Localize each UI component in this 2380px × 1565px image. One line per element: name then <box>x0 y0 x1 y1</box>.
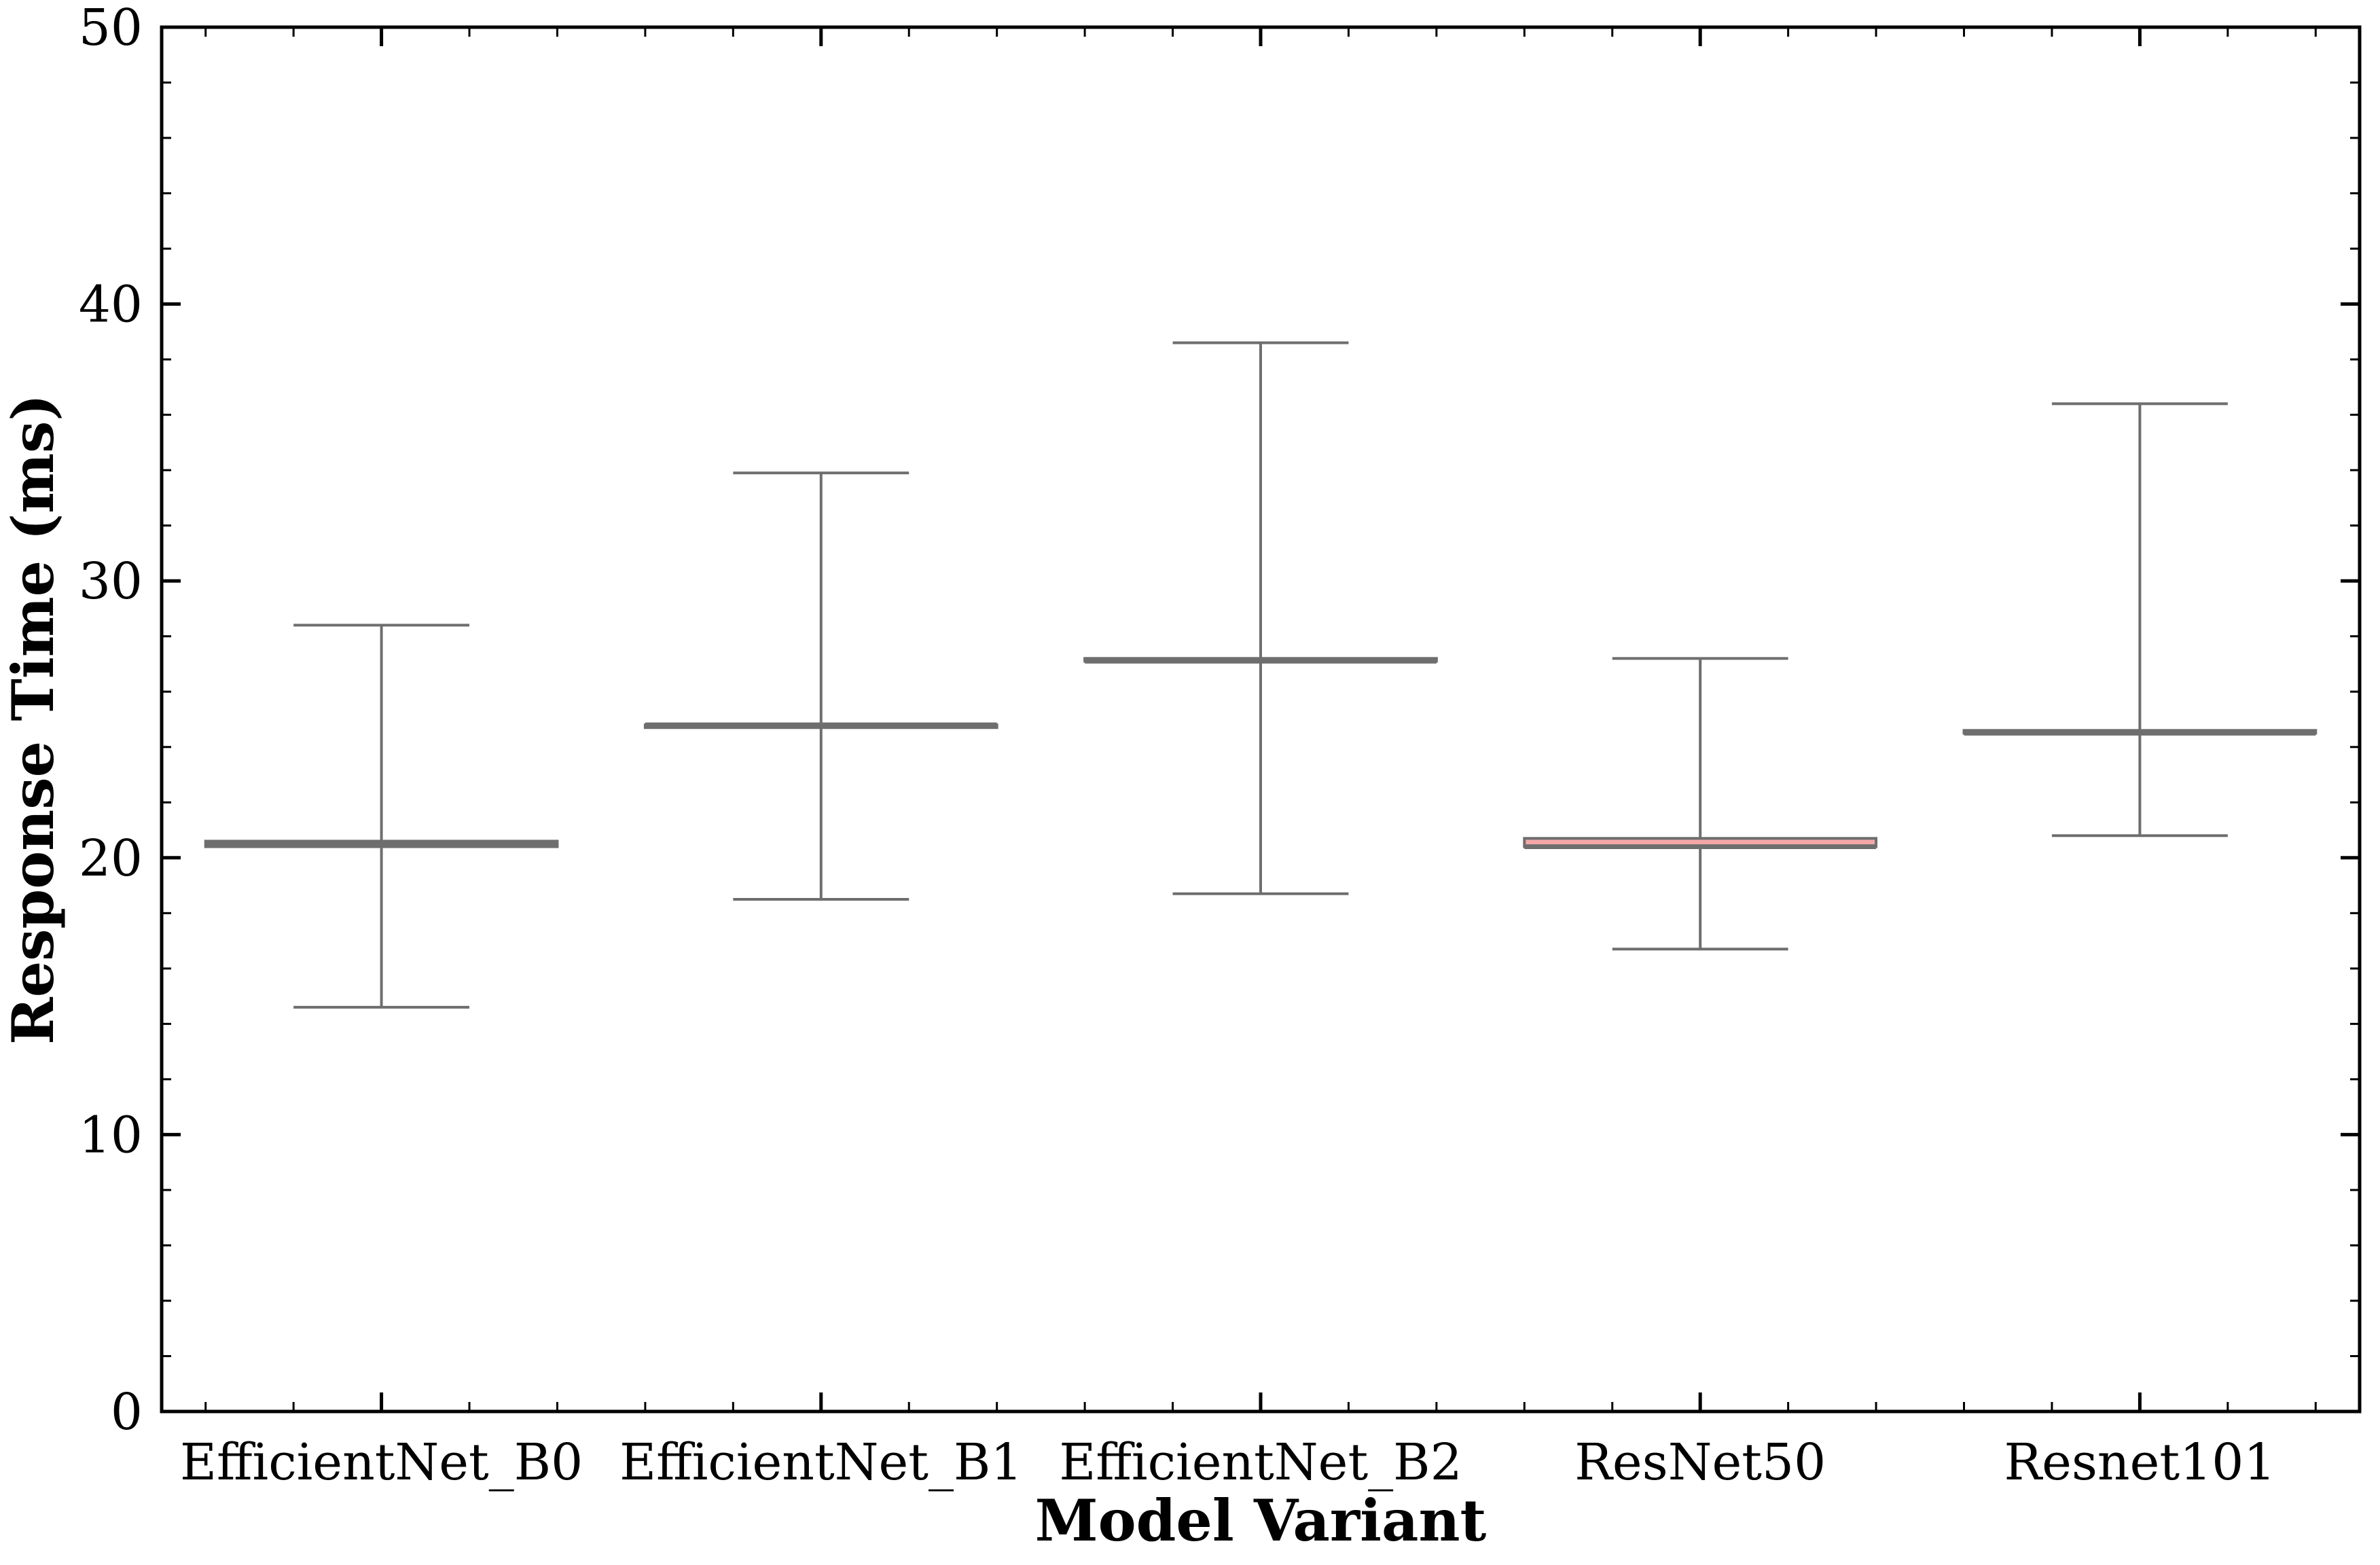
box-efficientnet-b2 <box>1083 341 1438 895</box>
plot-frame <box>160 25 2362 1414</box>
box-efficientnet-b1 <box>643 471 998 901</box>
y-tick-label: 30 <box>79 552 143 611</box>
y-tick-label: 10 <box>79 1106 143 1164</box>
x-tick-label: ResNet50 <box>1574 1433 1826 1492</box>
y-tick-label: 50 <box>79 0 143 57</box>
y-tick-label: 0 <box>111 1383 143 1441</box>
x-tick-label: EfficientNet_B2 <box>1059 1433 1462 1492</box>
x-tick-label: EfficientNet_B1 <box>619 1433 1022 1492</box>
box-resnet101 <box>1962 402 2318 838</box>
y-tick-label: 40 <box>79 276 143 334</box>
box-efficientnet-b0 <box>204 624 559 1009</box>
x-tick-label: EfficientNet_B0 <box>180 1433 583 1492</box>
x-axis-label: Model Variant <box>1035 1487 1487 1554</box>
box-resnet50 <box>1523 657 1878 951</box>
y-axis-label: Response Time (ms) <box>0 394 67 1045</box>
y-tick-label: 20 <box>79 829 143 888</box>
x-tick-label: Resnet101 <box>2004 1433 2275 1492</box>
